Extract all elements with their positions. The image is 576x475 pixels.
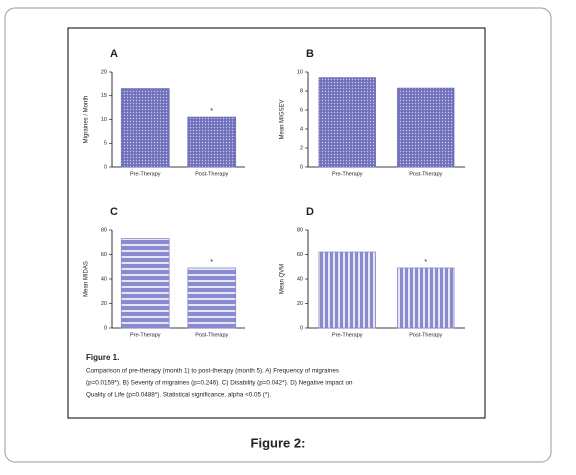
bar	[397, 87, 455, 168]
caption-line: Comparison of pre-therapy (month 1) to p…	[86, 368, 339, 375]
y-tick-label: 4	[300, 126, 303, 132]
y-tick-label: 60	[101, 252, 107, 258]
bar	[187, 116, 237, 168]
chart-title: B	[306, 48, 314, 60]
y-tick-label: 20	[297, 301, 303, 307]
chart-title: A	[110, 48, 118, 60]
bar	[187, 267, 237, 329]
significance-marker: *	[210, 108, 213, 115]
chart-title: C	[110, 206, 118, 218]
y-tick-label: 20	[101, 301, 107, 307]
x-tick-label: Pre-Therapy	[332, 171, 363, 177]
x-tick-label: Post-Therapy	[409, 171, 442, 177]
significance-marker: *	[210, 259, 213, 266]
y-axis-label: Mean MIDAS	[84, 261, 90, 297]
y-tick-label: 40	[101, 276, 107, 282]
y-tick-label: 40	[297, 276, 303, 282]
y-tick-label: 2	[300, 145, 303, 151]
y-tick-label: 5	[104, 141, 107, 147]
x-tick-label: Post-Therapy	[409, 332, 442, 338]
figure-border	[67, 27, 486, 419]
caption-line: Quality of Life (p=0.0488*). Statistical…	[86, 392, 271, 399]
y-tick-label: 0	[104, 164, 107, 170]
y-tick-label: 80	[297, 227, 303, 233]
y-tick-label: 60	[297, 252, 303, 258]
bar	[318, 77, 376, 168]
image-area	[57, 22, 497, 425]
figure-label: Figure 2:	[251, 435, 306, 450]
bar	[318, 251, 376, 329]
chart-title: D	[306, 206, 314, 218]
y-tick-label: 15	[101, 93, 107, 99]
caption-heading: Figure 1.	[86, 353, 119, 362]
significance-marker: *	[424, 259, 427, 266]
y-tick-label: 80	[101, 227, 107, 233]
x-tick-label: Pre-Therapy	[332, 332, 363, 338]
y-tick-label: 0	[104, 325, 107, 331]
x-tick-label: Pre-Therapy	[130, 171, 161, 177]
y-axis-label: Migraines / Month	[84, 96, 90, 144]
y-tick-label: 0	[300, 325, 303, 331]
y-tick-label: 6	[300, 107, 303, 113]
bar	[120, 238, 170, 329]
y-axis-label: Mean MIGSEV	[280, 99, 286, 139]
y-tick-label: 10	[101, 117, 107, 123]
y-tick-label: 20	[101, 69, 107, 75]
x-tick-label: Post-Therapy	[195, 171, 228, 177]
x-tick-label: Post-Therapy	[195, 332, 228, 338]
bar	[397, 267, 455, 329]
y-axis-label: Mean QVM	[280, 264, 286, 294]
y-tick-label: 8	[300, 88, 303, 94]
x-tick-label: Pre-Therapy	[130, 332, 161, 338]
bar	[120, 88, 170, 168]
y-tick-label: 10	[297, 69, 303, 75]
y-tick-label: 0	[300, 164, 303, 170]
caption-line: (p=0.0159*). B) Severity of migraines (p…	[86, 380, 353, 387]
